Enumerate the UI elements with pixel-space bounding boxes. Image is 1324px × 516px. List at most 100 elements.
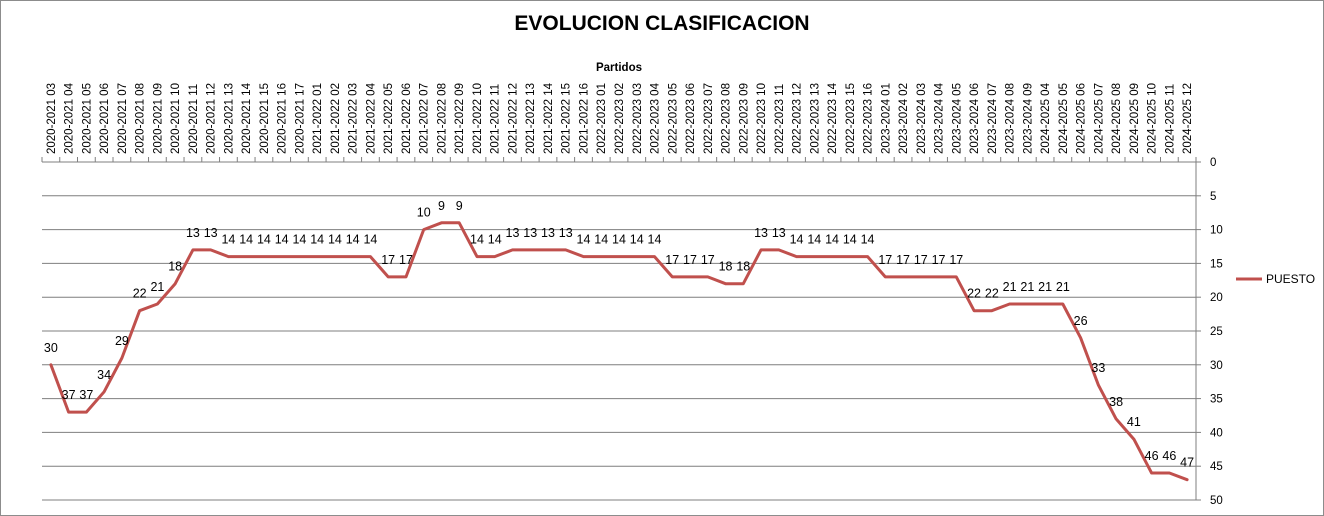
data-label: 17: [949, 253, 963, 267]
x-tick-label: 2022-2023 14: [827, 82, 839, 154]
x-tick-label: 2022-2023 08: [721, 83, 733, 154]
data-label: 18: [168, 260, 182, 274]
x-tick-label: 2024-2025 07: [1093, 83, 1105, 154]
data-label: 14: [577, 233, 591, 247]
legend: PUESTO: [1236, 272, 1315, 286]
x-tick-label: 2020-2021 10: [170, 83, 182, 154]
x-tick-label: 2020-2021 14: [241, 82, 253, 154]
data-label: 14: [275, 233, 289, 247]
x-tick-label: 2021-2022 13: [525, 83, 537, 154]
data-label: 37: [62, 388, 76, 402]
x-tick-label: 2023-2024 04: [934, 82, 946, 154]
x-tick-label: 2021-2022 08: [436, 83, 448, 154]
x-tick-label: 2024-2025 08: [1111, 83, 1123, 154]
y-tick-label: 30: [1210, 360, 1223, 372]
data-label: 13: [541, 226, 555, 240]
data-label: 13: [204, 226, 218, 240]
series-lines: [49, 221, 1189, 482]
x-tick-label: 2020-2021 11: [188, 84, 200, 154]
x-tick-label: 2020-2021 03: [46, 83, 58, 154]
data-label: 14: [612, 233, 626, 247]
data-label: 17: [399, 253, 413, 267]
data-label: 21: [1038, 280, 1052, 294]
data-label: 17: [914, 253, 928, 267]
data-label: 9: [456, 199, 463, 213]
data-label: 17: [878, 253, 892, 267]
x-tick-label: 2022-2023 05: [667, 83, 679, 154]
data-label: 13: [523, 226, 537, 240]
y-tick-label: 50: [1210, 495, 1223, 507]
data-label: 14: [488, 233, 502, 247]
data-label: 41: [1127, 415, 1141, 429]
x-tick-label: 2021-2022 06: [401, 83, 413, 154]
axes: [41, 157, 1201, 501]
data-label: 46: [1145, 449, 1159, 463]
data-label: 14: [648, 233, 662, 247]
y-tick-label: 0: [1210, 157, 1216, 169]
x-tick-label: 2022-2023 09: [738, 83, 750, 154]
data-label: 17: [896, 253, 910, 267]
data-label: 22: [985, 287, 999, 301]
data-label: 13: [754, 226, 768, 240]
data-label: 17: [381, 253, 395, 267]
data-label: 14: [363, 233, 377, 247]
x-tick-label: 2020-2021 04: [64, 82, 76, 154]
x-tick-label: 2023-2024 07: [987, 83, 999, 154]
data-label: 14: [843, 233, 857, 247]
x-tick-label: 2022-2023 10: [756, 83, 768, 154]
data-label: 30: [44, 341, 58, 355]
x-tick-label: 2022-2023 02: [614, 83, 626, 154]
x-tick-label: 2020-2021 05: [81, 83, 93, 154]
x-tick-label: 2022-2023 15: [845, 83, 857, 154]
x-tick-label: 2021-2022 09: [454, 83, 466, 154]
x-tick-label: 2022-2023 12: [792, 83, 804, 154]
x-tick-label: 2021-2022 04: [365, 82, 377, 154]
data-label: 13: [772, 226, 786, 240]
x-tick-label: 2022-2023 04: [650, 82, 662, 154]
x-tick-label: 2020-2021 08: [135, 83, 147, 154]
x-tick-label: 2024-2025 11: [1164, 84, 1176, 154]
x-tick-label: 2021-2022 11: [490, 84, 502, 154]
data-label: 14: [328, 233, 342, 247]
x-tick-label: 2020-2021 17: [294, 83, 306, 154]
data-label: 34: [97, 368, 111, 382]
data-label: 14: [825, 233, 839, 247]
x-axis-title: Partidos: [596, 62, 642, 74]
x-tick-label: 2022-2023 06: [685, 83, 697, 154]
x-tick-label: 2021-2022 01: [312, 83, 324, 154]
data-label: 14: [239, 233, 253, 247]
y-tick-label: 15: [1210, 258, 1223, 270]
x-tick-label: 2022-2023 07: [703, 83, 715, 154]
x-tick-label: 2024-2025 04: [1040, 82, 1052, 154]
y-tick-label: 35: [1210, 394, 1223, 406]
data-label: 38: [1109, 395, 1123, 409]
data-label: 14: [257, 233, 271, 247]
x-tick-label: 2021-2022 03: [348, 83, 360, 154]
data-label: 14: [470, 233, 484, 247]
y-tick-label: 20: [1210, 292, 1223, 304]
x-tick-label: 2023-2024 01: [880, 83, 892, 154]
data-label: 21: [1056, 280, 1070, 294]
x-tick-label: 2020-2021 13: [223, 83, 235, 154]
data-label: 14: [807, 233, 821, 247]
data-label: 21: [150, 280, 164, 294]
x-tick-label: 2020-2021 07: [117, 83, 129, 154]
data-label: 14: [292, 233, 306, 247]
data-label: 14: [221, 233, 235, 247]
x-tick-label: 2021-2022 12: [507, 83, 519, 154]
x-tick-label: 2020-2021 15: [259, 83, 271, 154]
x-tick-label: 2021-2022 05: [383, 83, 395, 154]
legend-label-puesto: PUESTO: [1266, 272, 1315, 286]
data-label: 14: [790, 233, 804, 247]
x-tick-label: 2021-2022 02: [330, 83, 342, 154]
x-tick-label: 2021-2022 15: [561, 83, 573, 154]
x-tick-label: 2021-2022 07: [419, 83, 431, 154]
data-label: 13: [186, 226, 200, 240]
gridlines: [42, 161, 1196, 501]
data-label: 22: [133, 287, 147, 301]
x-tick-label: 2020-2021 09: [152, 83, 164, 154]
data-label: 14: [310, 233, 324, 247]
